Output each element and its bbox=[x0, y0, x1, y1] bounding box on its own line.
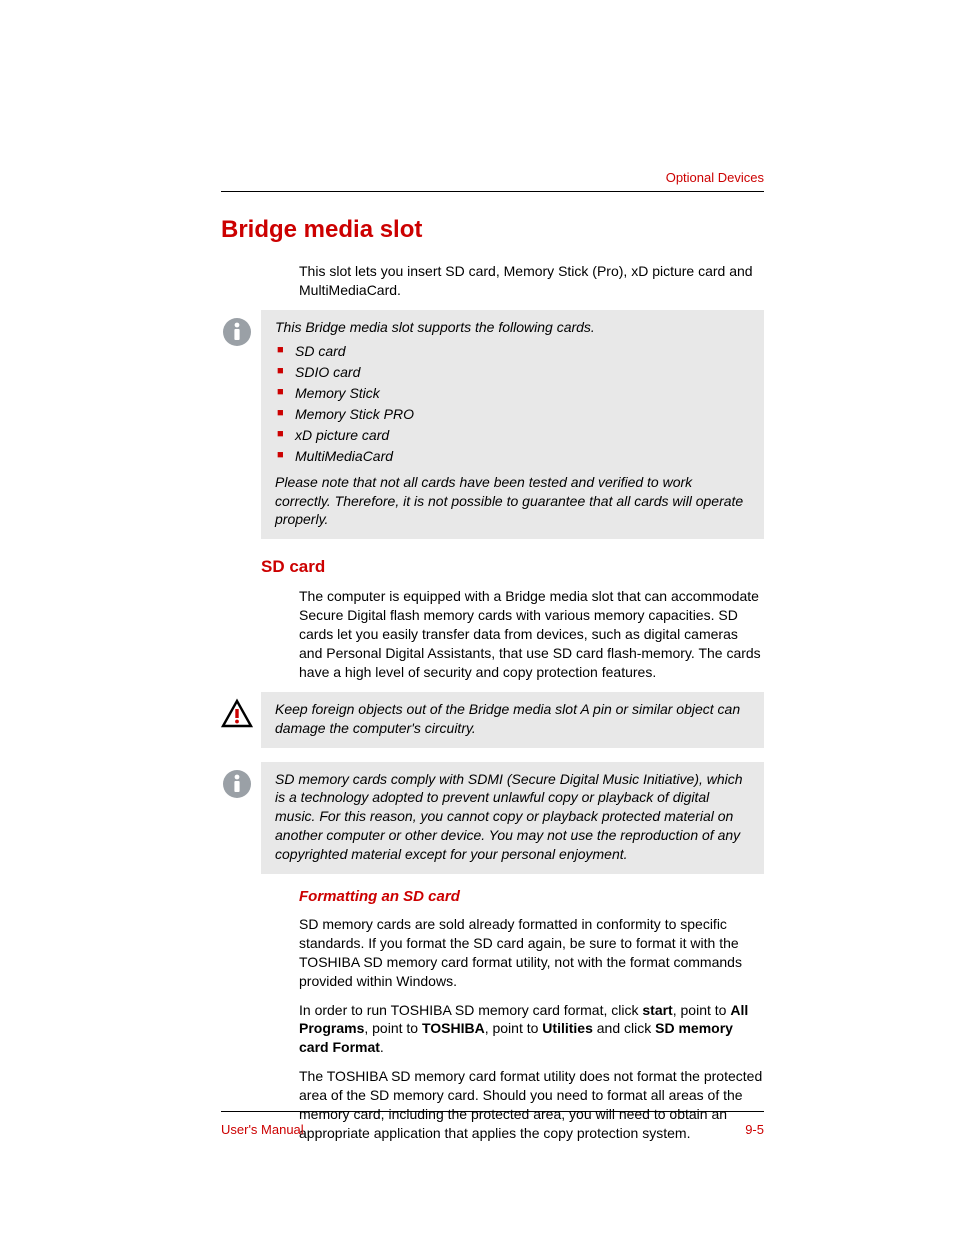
list-item: MultiMediaCard bbox=[275, 446, 750, 467]
bold-toshiba: TOSHIBA bbox=[422, 1020, 485, 1036]
info-sdmi-text: SD memory cards comply with SDMI (Secure… bbox=[275, 770, 750, 864]
heading-formatting-sd-card: Formatting an SD card bbox=[299, 888, 764, 905]
footer-rule bbox=[221, 1111, 764, 1112]
bold-start: start bbox=[642, 1002, 672, 1018]
text-run: , point to bbox=[673, 1002, 731, 1018]
footer-left: User's Manual bbox=[221, 1122, 304, 1137]
header-section-label: Optional Devices bbox=[221, 170, 764, 185]
warning-icon bbox=[221, 698, 253, 730]
info-callout-sdmi: SD memory cards comply with SDMI (Secure… bbox=[261, 762, 764, 874]
info-icon bbox=[221, 768, 253, 800]
text-run: . bbox=[380, 1039, 384, 1055]
list-item: SDIO card bbox=[275, 362, 750, 383]
info-icon bbox=[221, 316, 253, 348]
warning-callout-foreign-objects: Keep foreign objects out of the Bridge m… bbox=[261, 692, 764, 748]
info-lead-text: This Bridge media slot supports the foll… bbox=[275, 318, 750, 337]
supported-cards-list: SD card SDIO card Memory Stick Memory St… bbox=[275, 341, 750, 467]
text-run: , point to bbox=[364, 1020, 422, 1036]
list-item: Memory Stick PRO bbox=[275, 404, 750, 425]
formatting-paragraph-2: In order to run TOSHIBA SD memory card f… bbox=[299, 1001, 764, 1058]
list-item: SD card bbox=[275, 341, 750, 362]
text-run: , point to bbox=[485, 1020, 543, 1036]
text-run: and click bbox=[593, 1020, 655, 1036]
bold-utilities: Utilities bbox=[542, 1020, 593, 1036]
page-footer: User's Manual 9-5 bbox=[221, 1111, 764, 1137]
info-tail-text: Please note that not all cards have been… bbox=[275, 473, 750, 530]
warning-text: Keep foreign objects out of the Bridge m… bbox=[275, 700, 750, 738]
sd-card-paragraph: The computer is equipped with a Bridge m… bbox=[299, 587, 764, 681]
list-item: Memory Stick bbox=[275, 383, 750, 404]
list-item: xD picture card bbox=[275, 425, 750, 446]
intro-paragraph: This slot lets you insert SD card, Memor… bbox=[299, 262, 764, 300]
info-callout-supported-cards: This Bridge media slot supports the foll… bbox=[261, 310, 764, 540]
footer-page-number: 9-5 bbox=[745, 1122, 764, 1137]
heading-bridge-media-slot: Bridge media slot bbox=[221, 216, 764, 244]
formatting-paragraph-1: SD memory cards are sold already formatt… bbox=[299, 915, 764, 991]
header-rule bbox=[221, 191, 764, 192]
heading-sd-card: SD card bbox=[261, 557, 764, 577]
text-run: In order to run TOSHIBA SD memory card f… bbox=[299, 1002, 642, 1018]
